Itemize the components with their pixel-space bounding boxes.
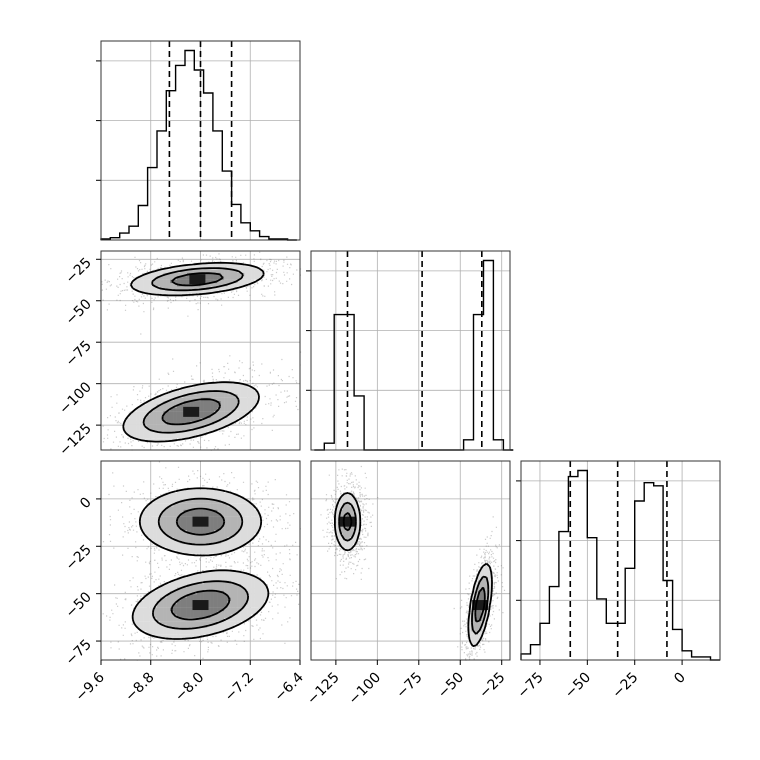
x-tick-label: −50 xyxy=(435,670,467,702)
x-axis-1: −125 −100 −75 −50 −25 xyxy=(304,660,509,709)
panel-frame xyxy=(310,460,511,661)
x-tick-label: −8.8 xyxy=(122,670,157,705)
x-axis-2: −75 −50 −25 0 xyxy=(515,660,689,702)
contour-line xyxy=(170,507,231,621)
x-tick-label: 0 xyxy=(671,670,689,688)
panel-frame xyxy=(310,250,511,451)
x-tick-label: −50 xyxy=(562,670,594,702)
panel-frame xyxy=(520,460,721,661)
y-axis-1: −125−100 −75 −50 −25 xyxy=(56,255,101,459)
y-tick-label: −75 xyxy=(63,338,95,370)
panel-2-1 xyxy=(310,460,511,661)
y-tick-label: −50 xyxy=(63,589,95,621)
contour-line xyxy=(131,487,270,640)
panel-1-1 xyxy=(306,250,514,451)
y-tick-label: −75 xyxy=(63,637,95,669)
x-tick-label: −25 xyxy=(609,670,641,702)
contour-line xyxy=(161,272,224,426)
density-peak xyxy=(192,600,209,611)
contour-line xyxy=(338,501,490,635)
panel-1-0 xyxy=(100,250,302,451)
y-tick-label: −100 xyxy=(56,379,95,418)
density-peak xyxy=(472,600,489,611)
x-tick-label: −8.0 xyxy=(172,670,207,705)
y-tick-label: 0 xyxy=(77,494,95,512)
density-peak xyxy=(192,516,209,527)
density-fill xyxy=(153,499,248,628)
y-tick-label: −25 xyxy=(63,255,95,287)
histogram-step-0 xyxy=(100,49,297,241)
y-axis-2: −75 −50 −25 0 xyxy=(63,494,101,669)
x-tick-label: −9.6 xyxy=(72,669,107,704)
histogram-step-2 xyxy=(520,469,720,661)
density-fill xyxy=(339,503,489,635)
density-fill xyxy=(133,489,268,639)
y-tick-label: −50 xyxy=(63,296,95,328)
contour-line xyxy=(342,512,486,623)
x-tick-label: −7.2 xyxy=(222,670,257,705)
contour-line xyxy=(142,267,244,434)
x-tick-label: −75 xyxy=(515,670,547,702)
density-peak xyxy=(183,406,200,417)
y-tick-label: −25 xyxy=(63,542,95,574)
contour-line xyxy=(152,497,249,630)
panel-0-0 xyxy=(96,40,301,241)
density-peak xyxy=(189,274,206,285)
x-tick-label: −75 xyxy=(393,670,425,702)
x-tick-label: −125 xyxy=(304,670,343,709)
y-tick-label: −125 xyxy=(56,421,95,460)
panel-2-0 xyxy=(100,460,301,661)
panel-frame xyxy=(100,40,301,241)
x-tick-label: −100 xyxy=(346,670,385,709)
contour-line xyxy=(122,261,265,443)
x-tick-label: −25 xyxy=(476,670,508,702)
contour-line xyxy=(334,492,493,648)
x-axis-0: −9.6 −8.8 −8.0 −7.2 −6.4 xyxy=(72,660,307,705)
panel-bg xyxy=(521,461,720,660)
x-tick-label: −6.4 xyxy=(271,669,306,704)
panel-frame xyxy=(100,250,301,451)
panel-2-2 xyxy=(516,460,721,661)
density-peak xyxy=(339,516,356,527)
panel-bg xyxy=(311,251,510,450)
